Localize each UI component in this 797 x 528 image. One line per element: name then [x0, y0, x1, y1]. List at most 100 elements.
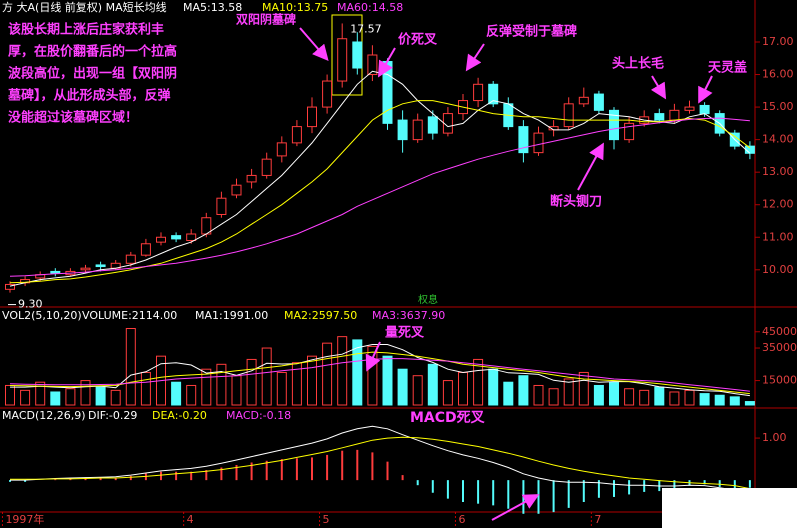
- volume-title: VOL2(5,10,20): [2, 309, 82, 322]
- candle-body: [412, 119, 423, 141]
- legend-item: MA60:14.58: [337, 1, 403, 14]
- legend-item: DEA:-0.20: [152, 409, 207, 422]
- candle-body: [624, 122, 635, 141]
- y-tick-label: 11.00: [762, 230, 794, 243]
- arrow: [650, 75, 667, 100]
- candle-body: [488, 83, 499, 105]
- annotation: 头上长毛: [612, 56, 664, 72]
- arrow: [465, 43, 485, 72]
- candle-body: [322, 80, 333, 108]
- volume-bar: [337, 336, 348, 406]
- annotation: 量死叉: [385, 326, 425, 341]
- volume-bar: [307, 355, 317, 406]
- high-label: 17.57: [350, 22, 382, 35]
- volume-bar: [593, 384, 604, 406]
- legend-item: MA1:1991.00: [195, 309, 268, 322]
- volume-bar: [548, 388, 559, 406]
- volume-bar: [654, 386, 665, 406]
- macd-title: MACD(12,26,9): [2, 409, 86, 422]
- volume-bar: [110, 389, 121, 406]
- legend-item: MA5:13.58: [183, 1, 242, 14]
- candle-body: [125, 254, 136, 264]
- volume-bar: [246, 358, 257, 406]
- candle-body: [246, 174, 257, 183]
- volume-bar: [729, 396, 740, 406]
- volume-bar: [563, 378, 574, 406]
- annotation: 天灵盖: [708, 60, 747, 76]
- volume-bar: [276, 371, 287, 406]
- annotation: 断头铡刀: [550, 194, 602, 210]
- volume-bar: [533, 384, 544, 406]
- candle-body: [563, 103, 574, 128]
- volume-bar: [397, 368, 408, 406]
- note-line: 没能超过该墓碑区域！: [8, 110, 138, 126]
- volume-bar: [382, 355, 393, 406]
- volume-bar: [50, 391, 61, 406]
- y-tick-label: 35000: [762, 341, 797, 354]
- note-line: 波段高位，出现一组【双阳阴: [8, 66, 177, 82]
- arrow: [378, 47, 396, 78]
- y-tick-label: 10.00: [762, 263, 794, 276]
- legend-item: DIF:-0.29: [88, 409, 137, 422]
- annotation: 反弹受制于墓碑: [486, 24, 577, 40]
- candle-body: [50, 270, 61, 274]
- y-tick-label: 16.00: [762, 68, 794, 81]
- y-tick-label: 13.00: [762, 165, 794, 178]
- candle-body: [609, 109, 619, 141]
- volume-bar: [473, 358, 484, 406]
- volume-bar: [65, 388, 76, 406]
- y-tick-label: 15000: [762, 374, 797, 387]
- ma-line: [10, 436, 750, 490]
- candle-body: [352, 41, 363, 69]
- ma-line: [9, 351, 750, 395]
- candle-body: [186, 233, 197, 242]
- candle-body: [337, 38, 348, 82]
- volume-bar: [80, 380, 91, 406]
- volume-bar: [352, 339, 363, 406]
- y-tick-label: 14.00: [762, 133, 794, 146]
- annotation: 双阳阴墓碑: [236, 12, 296, 27]
- volume-bar: [367, 345, 378, 406]
- volume-bar: [20, 389, 31, 406]
- candle-body: [276, 142, 287, 157]
- candle-body: [699, 104, 710, 115]
- annotation: 价死叉: [398, 33, 438, 48]
- annotation: MACD死叉: [410, 410, 486, 426]
- candle-body: [382, 61, 393, 124]
- volume-bar: [125, 328, 136, 406]
- candle-body: [684, 106, 695, 111]
- arrow: [365, 341, 381, 372]
- volume-bar: [458, 371, 468, 406]
- candle-body: [533, 132, 544, 154]
- candle-body: [80, 267, 91, 271]
- volume-bar: [669, 391, 680, 406]
- ma-line: [10, 425, 750, 493]
- volume-bar: [95, 386, 106, 406]
- candle-body: [397, 119, 408, 141]
- volume-bar: [231, 375, 242, 406]
- ma-line: [9, 100, 751, 284]
- candle-body: [291, 126, 302, 144]
- volume-bar: [714, 394, 725, 406]
- volume-bar: [322, 342, 333, 406]
- volume-bar: [35, 381, 46, 406]
- volume-bar: [186, 384, 197, 406]
- candle-body: [654, 113, 665, 121]
- low-label: 9.30: [18, 298, 43, 311]
- x-tick-label: 1997年: [5, 512, 44, 526]
- candle-body: [231, 184, 242, 196]
- volume-bar: [684, 389, 695, 406]
- volume-bar: [412, 375, 423, 406]
- candle-body: [140, 243, 151, 256]
- arrow: [491, 494, 540, 521]
- volume-bar: [5, 384, 15, 406]
- ma-line: [9, 117, 750, 277]
- candle-body: [473, 83, 484, 102]
- y-tick-label: 15.00: [762, 100, 794, 113]
- blank-area: [662, 488, 797, 528]
- ma-line: [9, 70, 751, 287]
- legend-item: MA3:3637.90: [372, 309, 445, 322]
- candle-body: [95, 264, 106, 268]
- candle-body: [5, 283, 15, 290]
- candle-body: [593, 93, 604, 111]
